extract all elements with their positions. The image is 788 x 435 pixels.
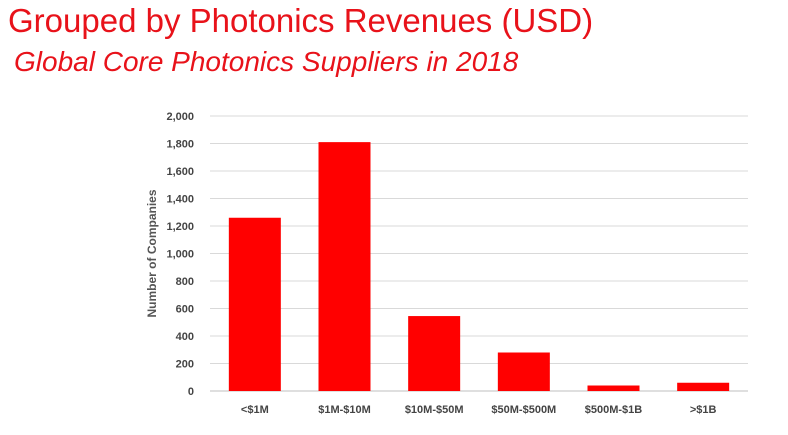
- y-tick-label: 2,000: [166, 111, 194, 123]
- bar: [318, 142, 371, 391]
- bar: [677, 382, 730, 391]
- x-tick-labels: <$1M $1M-$10M $10M-$50M $50M-$500M $500M-$1B…: [241, 404, 717, 416]
- bar: [228, 217, 281, 391]
- x-tick-label: $1M-$10M: [318, 404, 371, 416]
- y-tick-labels: 0 200 400 600 800 1,000 1,200 1,400 1,600 1,800 2,…: [166, 111, 194, 398]
- y-tick-label: 1,400: [166, 194, 194, 206]
- gridlines: [210, 115, 748, 392]
- y-tick-label: 1,600: [166, 166, 194, 178]
- x-tick-label: <$1M: [241, 404, 269, 416]
- bars: [228, 142, 730, 391]
- y-tick-label: 0: [188, 386, 194, 398]
- y-axis-title: Number of Companies: [145, 189, 159, 317]
- x-tick-label: >$1B: [690, 404, 717, 416]
- x-tick-label: $500M-$1B: [585, 404, 643, 416]
- y-tick-label: 1,000: [166, 249, 194, 261]
- y-tick-label: 200: [176, 359, 194, 371]
- x-tick-label: $50M-$500M: [491, 404, 556, 416]
- slide-title: Grouped by Photonics Revenues (USD): [8, 2, 594, 39]
- y-tick-label: 1,200: [166, 221, 194, 233]
- y-tick-label: 1,800: [166, 139, 194, 151]
- bar: [497, 352, 550, 391]
- y-tick-label: 800: [176, 276, 194, 288]
- y-tick-label: 600: [176, 304, 194, 316]
- slide-subtitle: Global Core Photonics Suppliers in 2018: [14, 46, 519, 77]
- y-tick-label: 400: [176, 331, 194, 343]
- x-tick-label: $10M-$50M: [405, 404, 464, 416]
- bar: [408, 316, 461, 391]
- bar: [587, 385, 640, 391]
